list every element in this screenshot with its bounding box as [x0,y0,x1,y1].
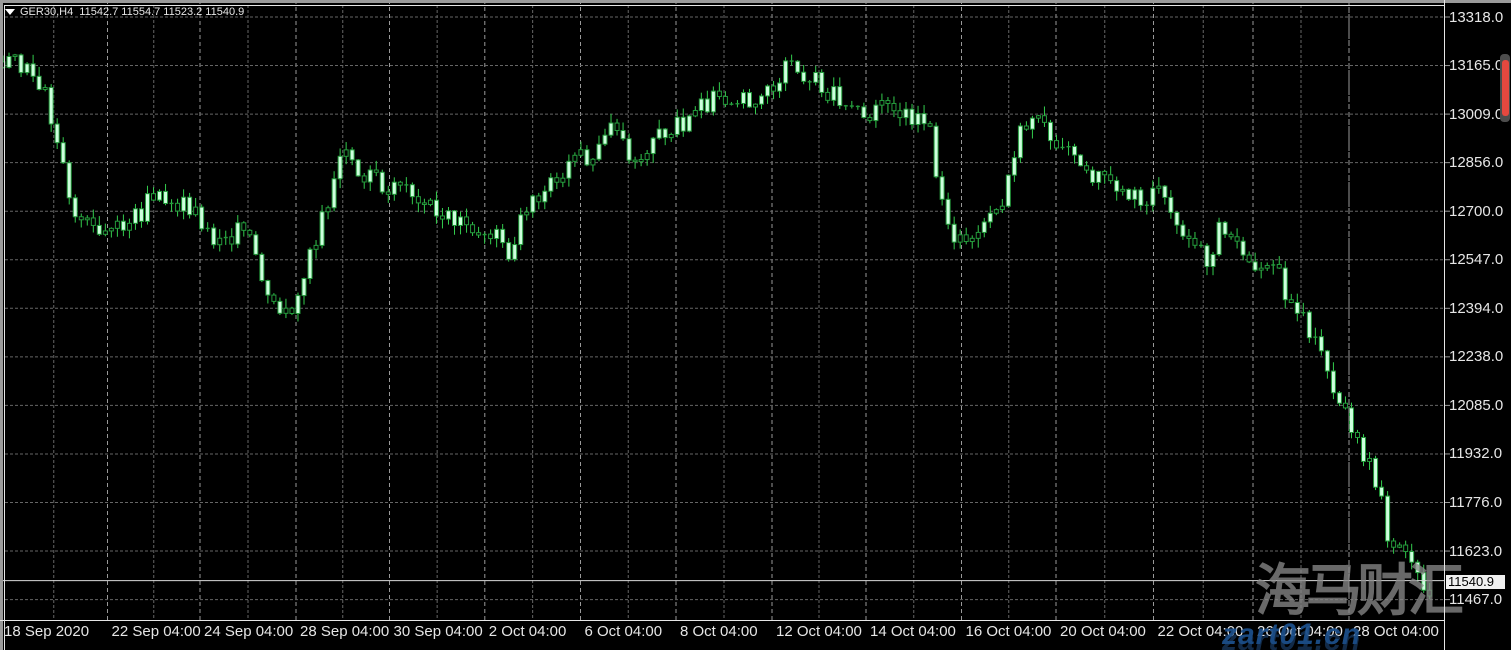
svg-text:海马财汇: 海马财汇 [1255,559,1463,622]
